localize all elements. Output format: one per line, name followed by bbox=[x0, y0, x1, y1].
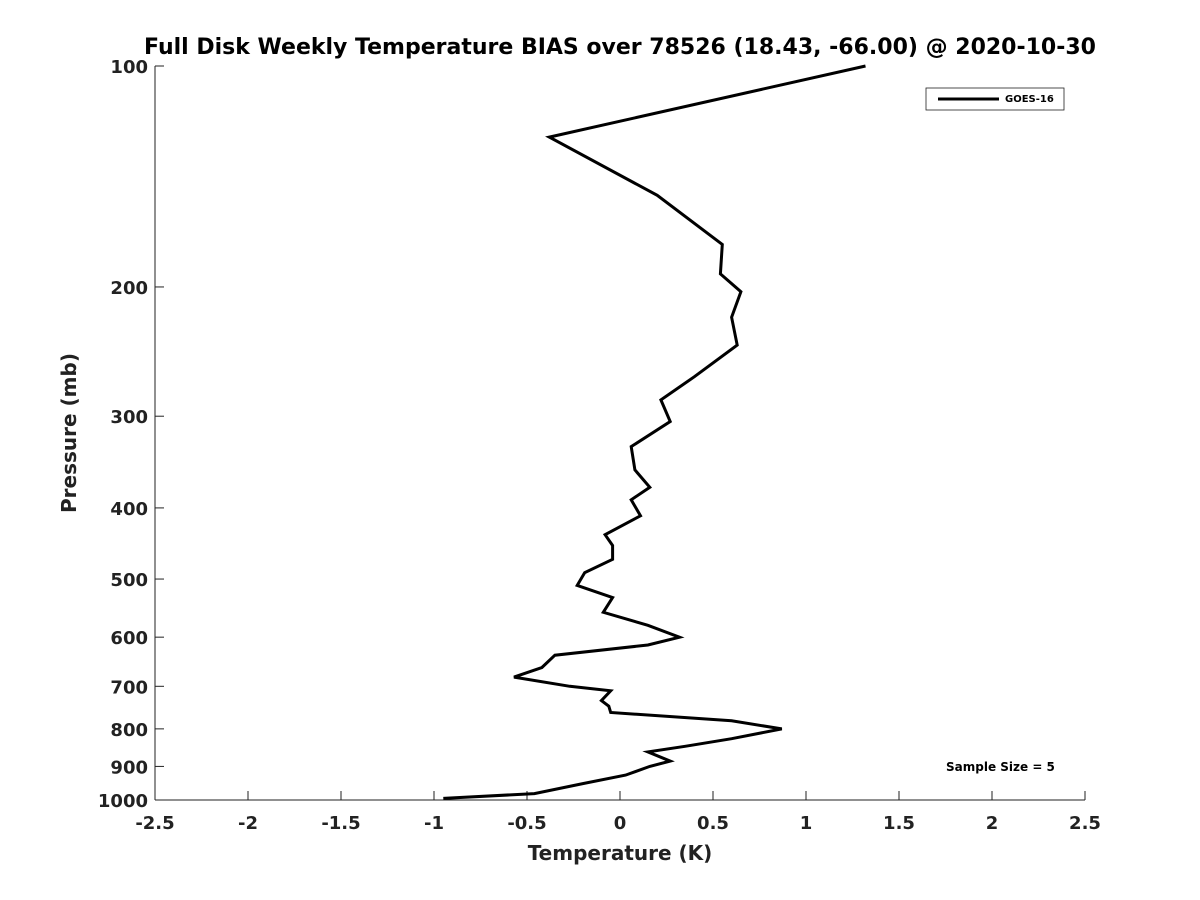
x-tick-label: -1.5 bbox=[321, 813, 360, 834]
x-tick-label: 2 bbox=[986, 813, 999, 834]
y-tick-label: 700 bbox=[110, 677, 148, 698]
x-tick-label: 1.5 bbox=[883, 813, 915, 834]
y-tick-label: 900 bbox=[110, 757, 148, 778]
series-layer bbox=[443, 64, 866, 800]
x-tick-label: -2 bbox=[238, 813, 258, 834]
chart-title: Full Disk Weekly Temperature BIAS over 7… bbox=[144, 35, 1096, 60]
y-tick-label: 500 bbox=[110, 570, 148, 591]
y-tick-label: 1000 bbox=[98, 791, 148, 812]
y-tick-label: 400 bbox=[110, 499, 148, 520]
legend-label-goes-16: GOES-16 bbox=[1005, 94, 1054, 105]
x-tick-label: 0 bbox=[614, 813, 627, 834]
x-ticks: -2.5 -2 -1.5 -1 -0.5 0 0.5 1 1.5 2 2.5 bbox=[135, 791, 1101, 834]
legend: GOES-16 bbox=[925, 87, 1065, 111]
series-line-goes-16 bbox=[443, 64, 866, 800]
y-tick-label: 600 bbox=[110, 628, 148, 649]
x-tick-label: -2.5 bbox=[135, 813, 174, 834]
x-tick-label: -0.5 bbox=[507, 813, 546, 834]
sample-size-annotation: Sample Size = 5 bbox=[946, 760, 1055, 774]
y-axis-label: Pressure (mb) bbox=[57, 353, 81, 513]
x-tick-label: 1 bbox=[800, 813, 813, 834]
y-tick-label: 200 bbox=[110, 278, 148, 299]
y-tick-label: 800 bbox=[110, 720, 148, 741]
x-tick-label: 0.5 bbox=[697, 813, 729, 834]
x-axis-label: Temperature (K) bbox=[528, 841, 713, 865]
x-tick-label: -1 bbox=[424, 813, 444, 834]
y-tick-label: 100 bbox=[110, 57, 148, 78]
x-tick-label: 2.5 bbox=[1069, 813, 1101, 834]
y-tick-label: 300 bbox=[110, 407, 148, 428]
y-ticks: 100 200 300 400 500 600 700 800 900 1000 bbox=[98, 57, 164, 812]
